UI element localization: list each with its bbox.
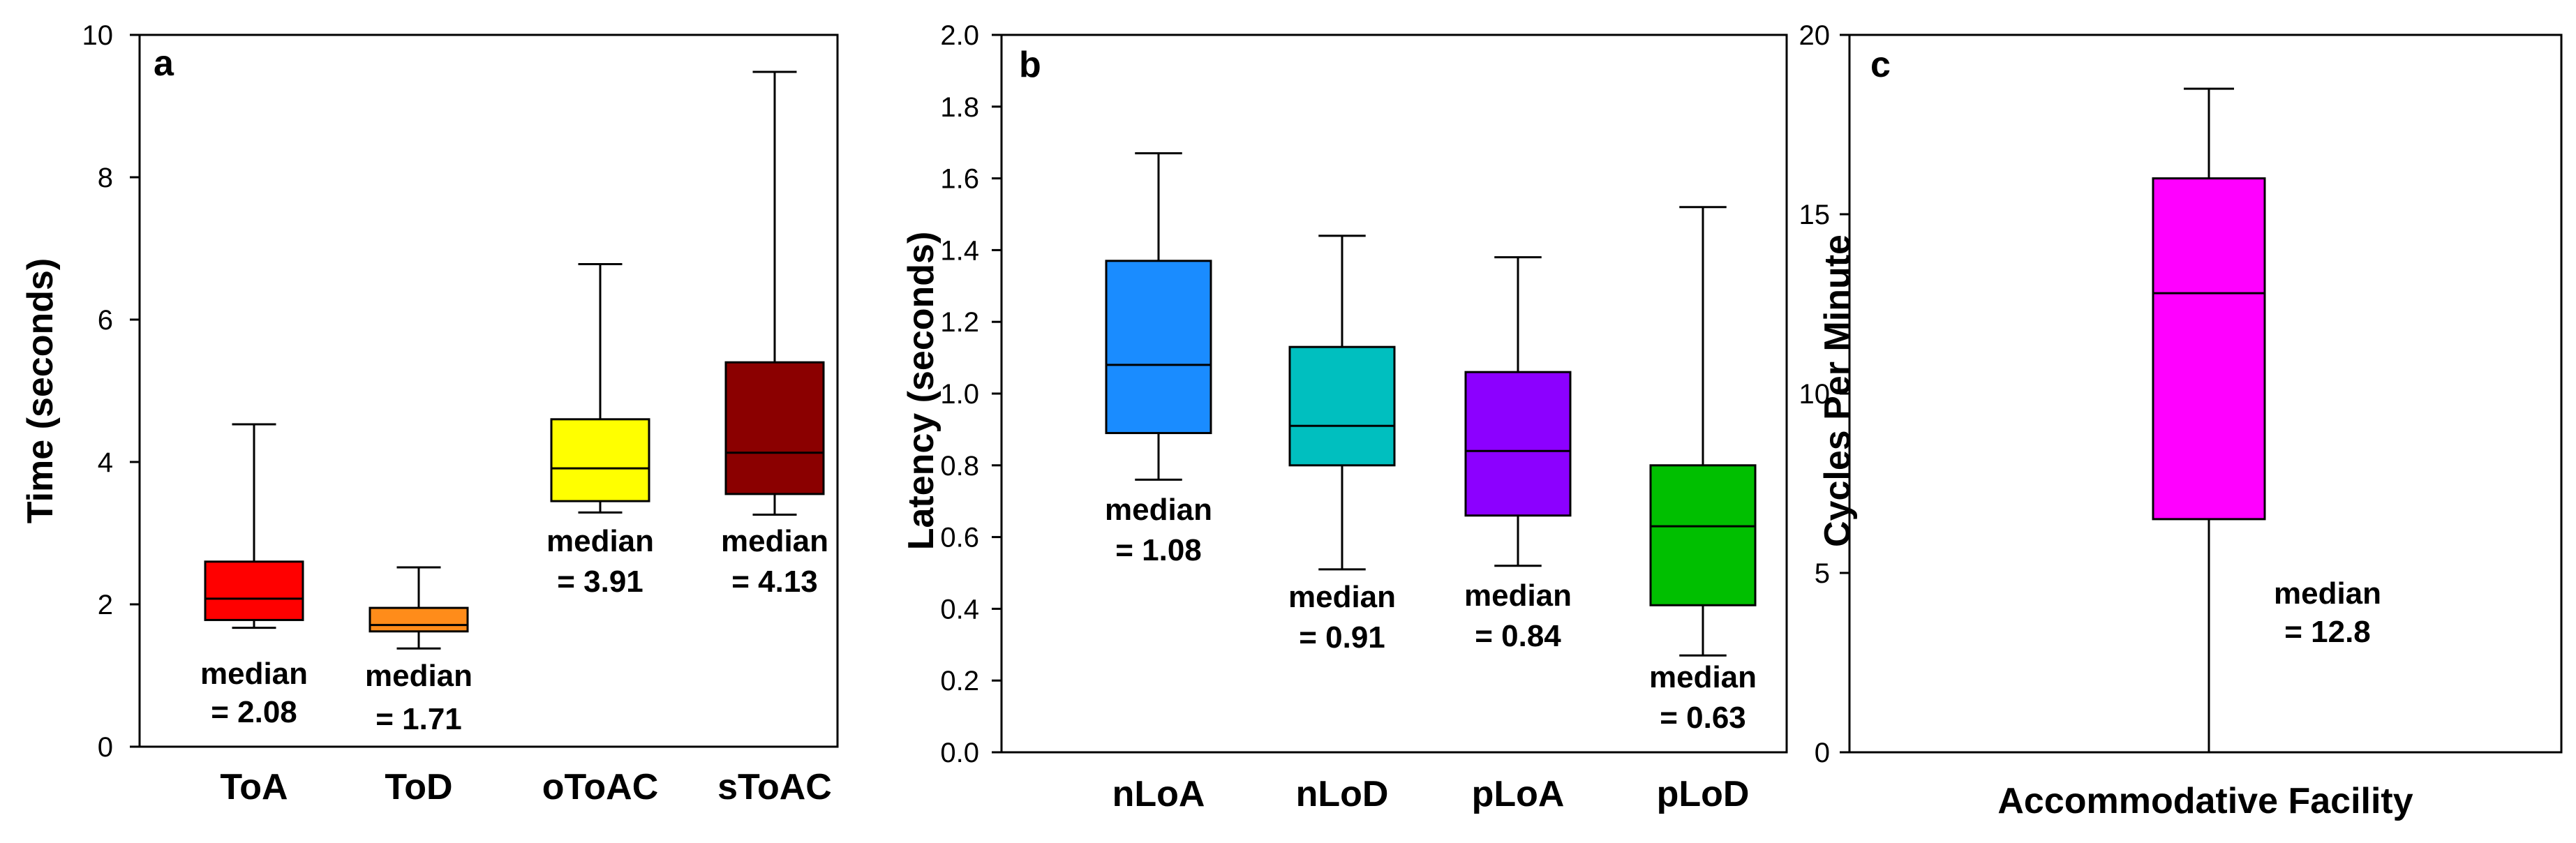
median-value-annotation: = 12.8	[2284, 615, 2371, 649]
y-tick-label: 0	[1815, 738, 1830, 768]
box-pLoA: median = 0.84	[1464, 256, 1572, 653]
y-axis-title: Time (seconds)	[20, 258, 61, 523]
y-tick-label: 2.0	[940, 20, 979, 51]
x-category-label: pLoD	[1657, 774, 1750, 814]
box-ToA: median = 2.08	[200, 423, 308, 729]
median-annotation: median	[1288, 580, 1396, 614]
x-category-label: nLoA	[1112, 774, 1205, 814]
median-annotation: median	[721, 524, 828, 558]
y-tick-label: 1.6	[940, 164, 979, 195]
x-category-label: ToD	[385, 767, 452, 807]
y-tick-label: 10	[1799, 379, 1831, 410]
y-tick-label: 0	[98, 732, 113, 763]
box-ToD: median = 1.71	[365, 566, 472, 736]
median-value-annotation: = 2.08	[211, 695, 297, 729]
y-tick-label: 0.6	[940, 523, 979, 553]
iqr-box	[2152, 177, 2266, 521]
x-category-label: pLoA	[1472, 774, 1565, 814]
y-tick-label: 20	[1799, 20, 1831, 51]
x-category-label: oToAC	[542, 767, 659, 807]
median-annotation: median	[546, 524, 654, 558]
iqr-box	[1105, 260, 1212, 435]
y-tick-label: 0.4	[940, 594, 979, 625]
median-value-annotation: = 3.91	[557, 565, 643, 599]
y-axis-title: Cycles Per Minute	[1817, 234, 1858, 547]
median-annotation: median	[200, 657, 308, 691]
x-category-label: sToAC	[717, 767, 832, 807]
x-axis-title: Accommodative Facility	[1997, 781, 2413, 821]
box-oToAC: median = 3.91	[546, 262, 654, 599]
median-annotation: median	[365, 659, 472, 693]
box-sToAC: median = 4.13	[721, 70, 828, 599]
median-value-annotation: = 0.84	[1475, 619, 1561, 653]
median-value-annotation: = 4.13	[731, 565, 818, 599]
median-annotation: median	[2274, 576, 2381, 611]
plot-frame	[138, 33, 839, 748]
y-axis-title: Latency (seconds)	[901, 232, 941, 551]
panel-b: 0.0 0.2 0.4 0.6 0.8 1.0 1.2 1.4 1.6 1.8 2.0 Latency…	[901, 20, 1788, 814]
y-tick-label: 4	[98, 447, 113, 478]
iqr-box	[1288, 345, 1396, 467]
median-annotation: median	[1464, 579, 1572, 613]
iqr-box	[724, 361, 825, 495]
x-category-label: ToA	[220, 767, 288, 807]
box-nLoD: median = 0.91	[1288, 234, 1396, 655]
median-value-annotation: = 0.91	[1299, 620, 1385, 655]
median-value-annotation: = 1.08	[1115, 533, 1202, 567]
y-tick-label: 1.2	[940, 307, 979, 338]
panel-letter: a	[154, 43, 174, 84]
y-tick-label: 2	[98, 590, 113, 620]
box-pLoD: median = 0.63	[1649, 206, 1757, 735]
panel-letter: b	[1019, 45, 1041, 85]
y-tick-label: 0.2	[940, 666, 979, 696]
iqr-box	[1649, 464, 1757, 606]
median-value-annotation: = 0.63	[1660, 701, 1746, 735]
box-nLoA: median = 1.08	[1105, 152, 1212, 567]
box-Accommodative Facility: median = 12.8	[2152, 87, 2381, 754]
median-annotation: median	[1105, 493, 1212, 527]
iqr-box	[1464, 371, 1572, 517]
y-tick-label: 10	[82, 20, 114, 51]
iqr-box	[204, 560, 304, 621]
median-value-annotation: = 1.71	[375, 702, 462, 736]
y-tick-label: 6	[98, 305, 113, 336]
y-tick-label: 1.0	[940, 379, 979, 410]
median-annotation: median	[1649, 660, 1757, 694]
y-tick-label: 1.4	[940, 235, 979, 266]
panel-c: 0 5 10 15 20 Cycles Per Minute c median = 12.8 Ac…	[1799, 20, 2563, 821]
x-category-label: nLoD	[1296, 774, 1389, 814]
y-tick-label: 1.8	[940, 92, 979, 123]
y-tick-label: 15	[1799, 200, 1831, 230]
y-tick-label: 0.0	[940, 738, 979, 768]
panel-letter: c	[1870, 45, 1891, 85]
iqr-box	[550, 418, 650, 502]
iqr-box	[368, 606, 469, 633]
y-tick-label: 0.8	[940, 451, 979, 482]
y-tick-label: 5	[1815, 558, 1830, 589]
y-tick-label: 8	[98, 163, 113, 193]
